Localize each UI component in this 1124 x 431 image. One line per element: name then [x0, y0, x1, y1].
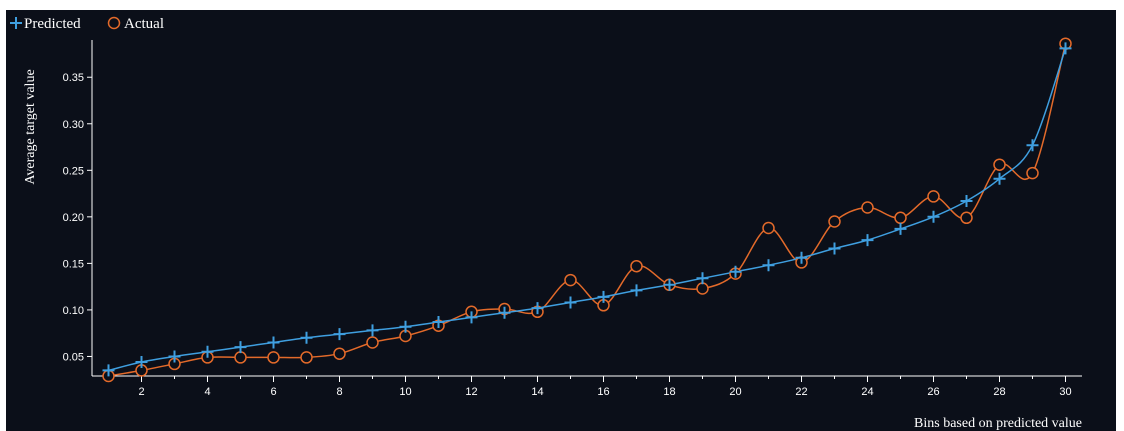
actual-series-line	[108, 43, 1067, 377]
x-tick-label: 10	[399, 386, 411, 398]
predicted-point[interactable]	[399, 320, 412, 333]
legend: Predicted Actual	[10, 16, 164, 32]
x-tick-label: 28	[993, 386, 1005, 398]
actual-point[interactable]	[234, 351, 247, 364]
actual-point[interactable]	[267, 351, 280, 364]
y-tick-label: 0.05	[63, 351, 84, 363]
actual-point[interactable]	[564, 273, 577, 287]
predicted-point[interactable]	[1059, 42, 1072, 55]
actual-point[interactable]	[333, 347, 346, 360]
y-tick-label: 0.35	[63, 72, 84, 84]
legend-predicted-marker	[10, 17, 22, 29]
predicted-point[interactable]	[1026, 139, 1039, 152]
predicted-point[interactable]	[300, 331, 313, 344]
predicted-point[interactable]	[861, 234, 874, 247]
y-tick-label: 0.30	[63, 119, 84, 131]
predicted-point[interactable]	[366, 324, 379, 337]
x-tick-label: 2	[138, 386, 144, 398]
actual-point[interactable]	[861, 201, 874, 214]
legend-item-actual[interactable]: Actual	[107, 16, 164, 32]
predicted-point[interactable]	[795, 251, 808, 264]
predicted-point[interactable]	[333, 328, 346, 341]
actual-markers	[102, 37, 1072, 383]
x-tick-label: 4	[204, 386, 210, 398]
predicted-point[interactable]	[168, 350, 181, 363]
actual-point[interactable]	[696, 282, 709, 295]
predicted-point[interactable]	[135, 356, 148, 368]
predicted-point[interactable]	[465, 311, 478, 324]
y-tick-label: 0.10	[63, 305, 84, 317]
actual-point[interactable]	[1026, 166, 1039, 180]
x-axis-label: Bins based on predicted value	[914, 416, 1082, 431]
predicted-point[interactable]	[960, 195, 973, 207]
x-tick-label: 22	[795, 386, 807, 398]
predicted-point[interactable]	[234, 341, 247, 354]
predicted-point[interactable]	[696, 272, 709, 285]
predicted-point[interactable]	[894, 222, 907, 235]
series-lines	[108, 43, 1067, 377]
axes: 0.050.100.150.200.250.300.352 4 6 8 10 12 14 16…	[63, 40, 1082, 398]
legend-actual-label: Actual	[124, 16, 164, 32]
x-tick-label: 16	[597, 386, 609, 398]
legend-predicted-label: Predicted	[24, 16, 81, 32]
predicted-point[interactable]	[531, 302, 544, 315]
predicted-point[interactable]	[201, 345, 214, 358]
predicted-point[interactable]	[729, 265, 742, 278]
x-tick-label: 20	[729, 386, 741, 398]
actual-point[interactable]	[300, 351, 313, 364]
predicted-point[interactable]	[762, 259, 775, 272]
x-tick-label: 12	[465, 386, 477, 398]
actual-point[interactable]	[630, 259, 643, 273]
x-tick-label: 24	[861, 386, 873, 398]
actual-point[interactable]	[993, 158, 1006, 171]
chart-panel: Predicted Actual Average target value Bi…	[6, 10, 1116, 431]
actual-point[interactable]	[960, 211, 973, 225]
actual-point[interactable]	[894, 211, 907, 225]
y-axis-label: Average target value	[23, 69, 38, 184]
legend-actual-marker	[107, 16, 121, 30]
predicted-point[interactable]	[663, 278, 676, 291]
predicted-series-line	[108, 48, 1067, 372]
predicted-point[interactable]	[828, 242, 841, 255]
x-tick-label: 8	[336, 386, 342, 398]
x-tick-label: 26	[927, 386, 939, 398]
predicted-point[interactable]	[102, 364, 115, 377]
x-tick-label: 30	[1059, 386, 1071, 398]
predicted-point[interactable]	[564, 296, 577, 309]
line-chart: Predicted Actual Average target value Bi…	[10, 16, 1082, 431]
actual-point[interactable]	[762, 221, 775, 235]
predicted-point[interactable]	[432, 316, 445, 328]
predicted-point[interactable]	[597, 290, 610, 303]
actual-point[interactable]	[828, 215, 841, 228]
predicted-point[interactable]	[267, 336, 280, 349]
x-tick-label: 6	[270, 386, 276, 398]
y-tick-label: 0.15	[63, 258, 84, 270]
x-tick-label: 14	[531, 386, 543, 398]
predicted-point[interactable]	[927, 210, 940, 223]
legend-item-predicted[interactable]: Predicted	[10, 16, 81, 32]
actual-point[interactable]	[366, 336, 379, 349]
predicted-markers	[102, 42, 1072, 377]
predicted-point[interactable]	[993, 172, 1006, 185]
actual-point[interactable]	[927, 190, 940, 203]
y-tick-label: 0.25	[63, 165, 84, 177]
x-tick-label: 18	[663, 386, 675, 398]
y-tick-label: 0.20	[63, 212, 84, 224]
predicted-point[interactable]	[630, 284, 643, 297]
predicted-point[interactable]	[498, 306, 511, 319]
